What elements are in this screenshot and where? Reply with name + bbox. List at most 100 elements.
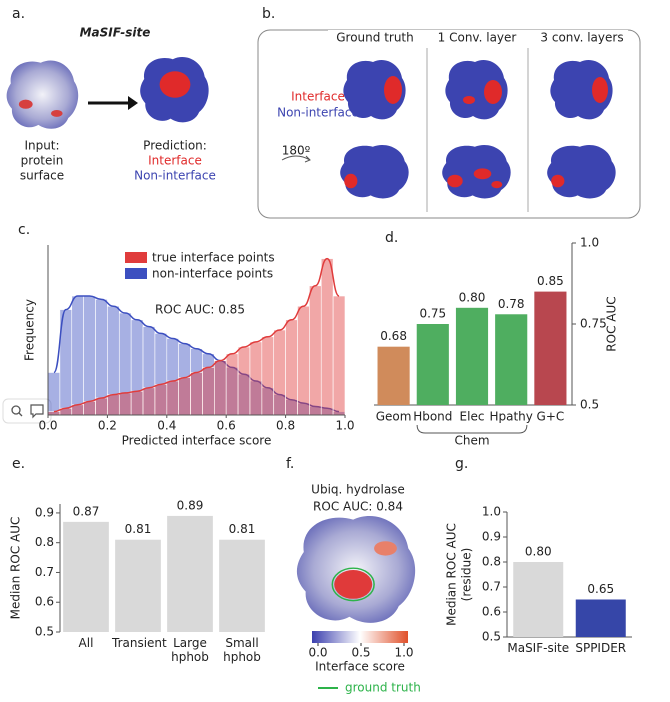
y-axis-label: Median ROC AUC bbox=[9, 517, 23, 620]
protein-surface bbox=[140, 56, 209, 123]
y-axis-label: Frequency bbox=[23, 299, 37, 361]
legend-label: Non-interface bbox=[277, 106, 359, 120]
search-icon-handle bbox=[18, 412, 23, 417]
value-label: 0.87 bbox=[73, 504, 100, 518]
x-tick-label: Small hphob bbox=[223, 636, 261, 664]
colorbar-tick-label: 1.0 bbox=[394, 646, 413, 660]
rotation-icon bbox=[281, 155, 311, 163]
panel-label: g. bbox=[455, 456, 468, 472]
x-tick-label: 0.4 bbox=[157, 419, 176, 433]
protein-surface bbox=[6, 60, 79, 129]
bar bbox=[495, 314, 528, 405]
bar bbox=[416, 324, 449, 405]
y-axis-label: ROC AUC bbox=[605, 296, 619, 351]
x-tick-label: MaSIF-site bbox=[507, 641, 570, 655]
caption: Interface bbox=[148, 154, 202, 168]
panel-title: Ubiq. hydrolase bbox=[311, 483, 405, 497]
histogram-bar bbox=[309, 285, 322, 416]
protein-grid bbox=[340, 59, 616, 199]
x-tick-label: G+C bbox=[537, 410, 565, 424]
legend-label: Interface bbox=[291, 90, 345, 104]
y-tick-label: 1.0 bbox=[580, 236, 599, 250]
histogram-bar bbox=[83, 401, 96, 416]
y-axis-label: (residue) bbox=[460, 548, 474, 602]
y-tick-label: 0.7 bbox=[35, 565, 54, 579]
column-header: 1 Conv. layer bbox=[438, 31, 517, 45]
arrow-head bbox=[128, 96, 138, 110]
histogram-bar bbox=[332, 295, 346, 416]
y-tick-label: 0.6 bbox=[482, 605, 501, 619]
histogram-bar bbox=[285, 319, 298, 416]
x-tick-label: 1.0 bbox=[335, 419, 354, 433]
y-tick-label: 0.9 bbox=[35, 505, 54, 519]
value-label: 0.68 bbox=[380, 329, 407, 343]
x-tick-label: 0.8 bbox=[276, 419, 295, 433]
y-tick-label: 0.5 bbox=[35, 625, 54, 639]
value-label: 0.89 bbox=[177, 498, 204, 512]
bar bbox=[219, 539, 265, 632]
value-label: 0.75 bbox=[419, 307, 446, 321]
legend-swatch bbox=[125, 268, 147, 279]
bar bbox=[377, 346, 410, 405]
histogram-bar bbox=[320, 258, 334, 416]
search-icon[interactable] bbox=[11, 405, 21, 415]
histogram-bar bbox=[107, 394, 120, 416]
bar bbox=[63, 521, 109, 632]
x-axis-label: Predicted interface score bbox=[122, 434, 272, 448]
histogram-bar bbox=[118, 392, 132, 416]
histogram-bar bbox=[178, 377, 191, 416]
histogram-bar bbox=[95, 397, 108, 416]
protein-surface bbox=[340, 144, 409, 199]
floating-toolbar[interactable] bbox=[2, 398, 52, 424]
value-label: 0.81 bbox=[125, 522, 152, 536]
rotation-label: 180º bbox=[282, 144, 311, 158]
bar bbox=[575, 599, 626, 637]
x-tick-label: Transient bbox=[112, 636, 167, 650]
density-curve bbox=[53, 295, 340, 413]
histogram-bar bbox=[225, 353, 239, 416]
bar bbox=[513, 562, 564, 637]
histogram-bar bbox=[154, 384, 168, 416]
histogram-bar bbox=[261, 336, 275, 416]
histogram-bar bbox=[190, 372, 203, 416]
column-header: 3 conv. layers bbox=[540, 31, 623, 45]
colorbar-tick-label: 0.5 bbox=[351, 646, 370, 660]
histogram-bar bbox=[47, 372, 61, 416]
panel-label: a. bbox=[12, 6, 25, 22]
caption: protein bbox=[21, 154, 64, 168]
x-tick-label: 0.2 bbox=[98, 419, 117, 433]
caption: Input: bbox=[24, 139, 59, 153]
bar bbox=[167, 515, 213, 632]
x-tick-label: Large hphob bbox=[171, 636, 209, 664]
histogram-bar bbox=[297, 305, 310, 416]
frame-gap bbox=[328, 30, 628, 44]
protein-surface bbox=[442, 144, 511, 199]
value-label: 0.85 bbox=[537, 274, 564, 288]
group-bracket bbox=[416, 424, 528, 434]
panel-label: d. bbox=[385, 230, 398, 246]
protein-surface bbox=[445, 59, 508, 120]
histogram-bar bbox=[273, 329, 286, 416]
value-label: 0.78 bbox=[498, 297, 525, 311]
panel-label: f. bbox=[286, 456, 294, 472]
y-tick-label: 0.8 bbox=[35, 535, 54, 549]
value-label: 0.81 bbox=[229, 522, 256, 536]
legend-label: ground truth bbox=[345, 681, 421, 695]
histogram-bar bbox=[130, 390, 144, 416]
histogram-bar bbox=[249, 341, 263, 416]
y-tick-label: 0.6 bbox=[35, 595, 54, 609]
protein-surface bbox=[547, 144, 616, 199]
caption: surface bbox=[20, 169, 64, 183]
protein-surface bbox=[296, 515, 416, 623]
comment-icon[interactable] bbox=[30, 404, 44, 419]
histogram-bar bbox=[237, 346, 251, 416]
legend-swatch bbox=[125, 252, 147, 263]
panel-subtitle: ROC AUC: 0.84 bbox=[313, 500, 403, 514]
legend-label: non-interface points bbox=[152, 267, 273, 281]
column-header: Ground truth bbox=[336, 31, 414, 45]
panel-label: c. bbox=[18, 222, 30, 238]
panel-title: MaSIF-site bbox=[80, 26, 151, 40]
x-tick-label: Hbond bbox=[413, 410, 452, 424]
y-axis-label: Median ROC AUC bbox=[445, 523, 459, 626]
